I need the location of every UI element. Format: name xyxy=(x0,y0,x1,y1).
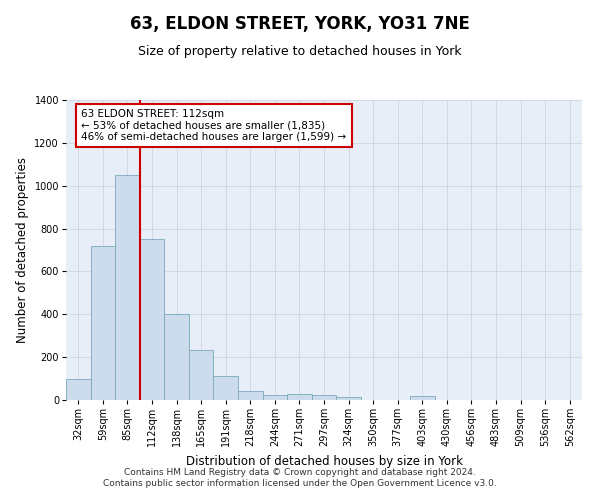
Bar xyxy=(336,397,361,400)
Text: Size of property relative to detached houses in York: Size of property relative to detached ho… xyxy=(138,45,462,58)
Bar xyxy=(263,394,287,400)
Bar xyxy=(238,392,263,400)
X-axis label: Distribution of detached houses by size in York: Distribution of detached houses by size … xyxy=(185,454,463,468)
Text: Contains HM Land Registry data © Crown copyright and database right 2024.
Contai: Contains HM Land Registry data © Crown c… xyxy=(103,468,497,487)
Bar xyxy=(214,376,238,400)
Bar xyxy=(164,314,189,400)
Bar xyxy=(410,396,434,400)
Bar xyxy=(115,175,140,400)
Bar xyxy=(189,350,214,400)
Bar xyxy=(287,394,312,400)
Text: 63, ELDON STREET, YORK, YO31 7NE: 63, ELDON STREET, YORK, YO31 7NE xyxy=(130,15,470,33)
Bar xyxy=(140,240,164,400)
Bar xyxy=(91,246,115,400)
Bar xyxy=(312,394,336,400)
Bar xyxy=(66,378,91,400)
Y-axis label: Number of detached properties: Number of detached properties xyxy=(16,157,29,343)
Text: 63 ELDON STREET: 112sqm
← 53% of detached houses are smaller (1,835)
46% of semi: 63 ELDON STREET: 112sqm ← 53% of detache… xyxy=(82,109,347,142)
